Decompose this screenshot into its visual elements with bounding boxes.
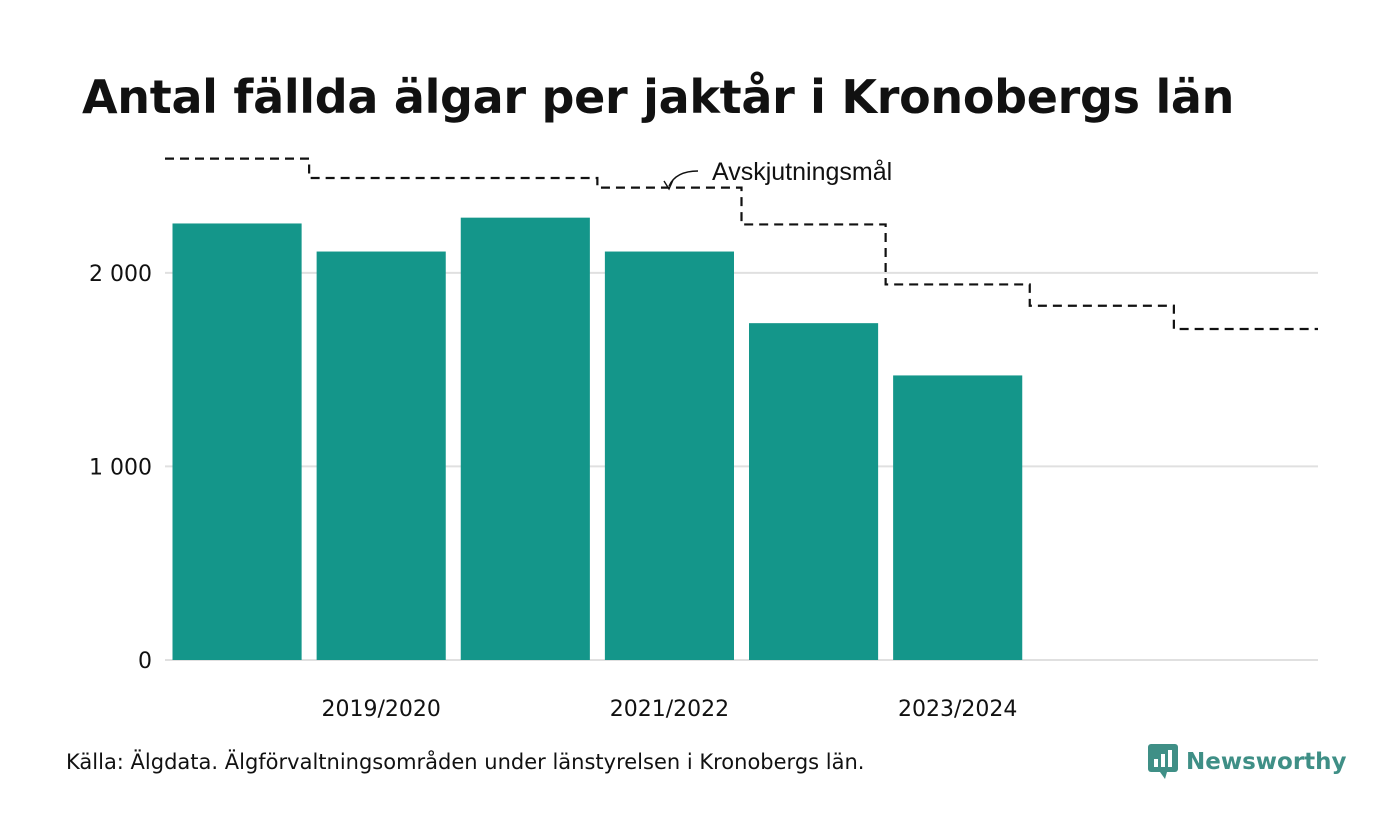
newsworthy-logo-icon (1148, 744, 1178, 779)
y-tick-label: 2 000 (89, 262, 152, 287)
y-axis-labels: 0 1 000 2 000 (89, 262, 152, 674)
brand-name: Newsworthy (1186, 749, 1347, 775)
annotation-label: Avskjutningsmål (712, 158, 892, 186)
x-axis-labels: 2019/2020 2021/2022 2023/2024 (321, 697, 1017, 722)
x-tick-label: 2021/2022 (610, 697, 729, 722)
annotation-arrowhead (663, 179, 674, 191)
x-tick-label: 2023/2024 (898, 697, 1017, 722)
bar (604, 251, 734, 661)
bar (893, 375, 1023, 660)
target-step-line (165, 157, 1318, 331)
chart-title: Antal fällda älgar per jaktår i Kronober… (82, 70, 1235, 124)
annotation: Avskjutningsmål (663, 158, 892, 191)
bar (460, 217, 590, 660)
source-note: Källa: Älgdata. Älgförvaltningsområden u… (66, 750, 865, 774)
bars (172, 217, 1023, 661)
brand: Newsworthy (1148, 744, 1347, 780)
x-tick-label: 2019/2020 (321, 697, 440, 722)
bar (316, 251, 446, 661)
bar (749, 323, 879, 660)
bar (172, 223, 302, 660)
y-tick-label: 1 000 (89, 455, 152, 480)
y-tick-label: 0 (138, 649, 152, 674)
target-line (165, 157, 1318, 331)
annotation-arrow (668, 170, 699, 187)
